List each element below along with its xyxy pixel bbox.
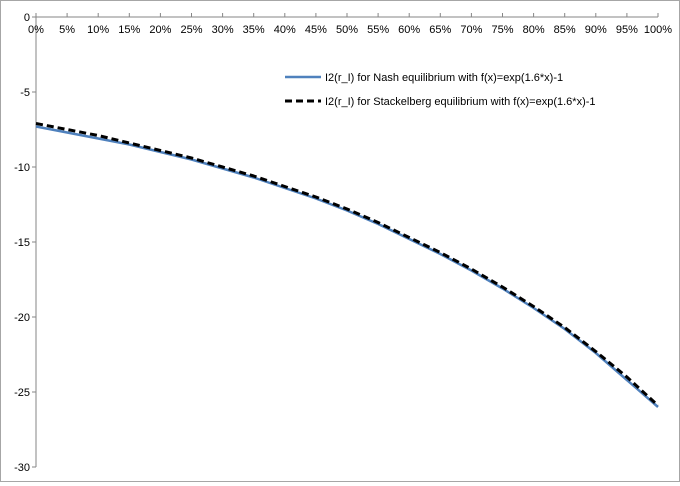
x-tick-label: 60% xyxy=(398,24,420,36)
x-tick-label: 50% xyxy=(336,24,358,36)
legend-label-2: I2(r_I) for Stackelberg equilibrium with… xyxy=(325,96,596,108)
x-tick-label: 75% xyxy=(491,24,513,36)
y-tick-label: -30 xyxy=(14,462,30,474)
x-tick-label: 95% xyxy=(616,24,638,36)
x-tick-label: 35% xyxy=(243,24,265,36)
x-tick-label: 40% xyxy=(274,24,296,36)
x-tick-label: 25% xyxy=(180,24,202,36)
x-tick-label: 45% xyxy=(305,24,327,36)
x-tick-label: 100% xyxy=(644,24,672,36)
x-tick-label: 20% xyxy=(149,24,171,36)
x-tick-label: 55% xyxy=(367,24,389,36)
series-layer xyxy=(35,122,660,408)
x-tick-label: 0% xyxy=(28,24,44,36)
x-tick-label: 15% xyxy=(118,24,140,36)
x-tick-label: 70% xyxy=(460,24,482,36)
legend: I2(r_I) for Nash equilibrium with f(x)=e… xyxy=(285,72,596,108)
x-tick-label: 80% xyxy=(523,24,545,36)
x-tick-label: 85% xyxy=(554,24,576,36)
x-tick-label: 90% xyxy=(585,24,607,36)
series-line-2 xyxy=(35,122,660,407)
series-line-1 xyxy=(35,125,659,408)
y-tick-label: -10 xyxy=(14,162,30,174)
y-tick-label: 0 xyxy=(24,12,30,24)
y-tick-label: -5 xyxy=(20,87,30,99)
y-tick-label: -25 xyxy=(14,387,30,399)
x-tick-label: 30% xyxy=(212,24,234,36)
x-tick-label: 65% xyxy=(429,24,451,36)
legend-label-1: I2(r_I) for Nash equilibrium with f(x)=e… xyxy=(325,72,563,84)
y-tick-label: -20 xyxy=(14,312,30,324)
y-tick-label: -15 xyxy=(14,237,30,249)
x-tick-label: 10% xyxy=(87,24,109,36)
x-tick-label: 5% xyxy=(59,24,75,36)
axes: 0 -5 -10 -15 -20 -25 -30 0% 5% 10% 15% 20% 25% 30% 35%… xyxy=(14,12,672,474)
